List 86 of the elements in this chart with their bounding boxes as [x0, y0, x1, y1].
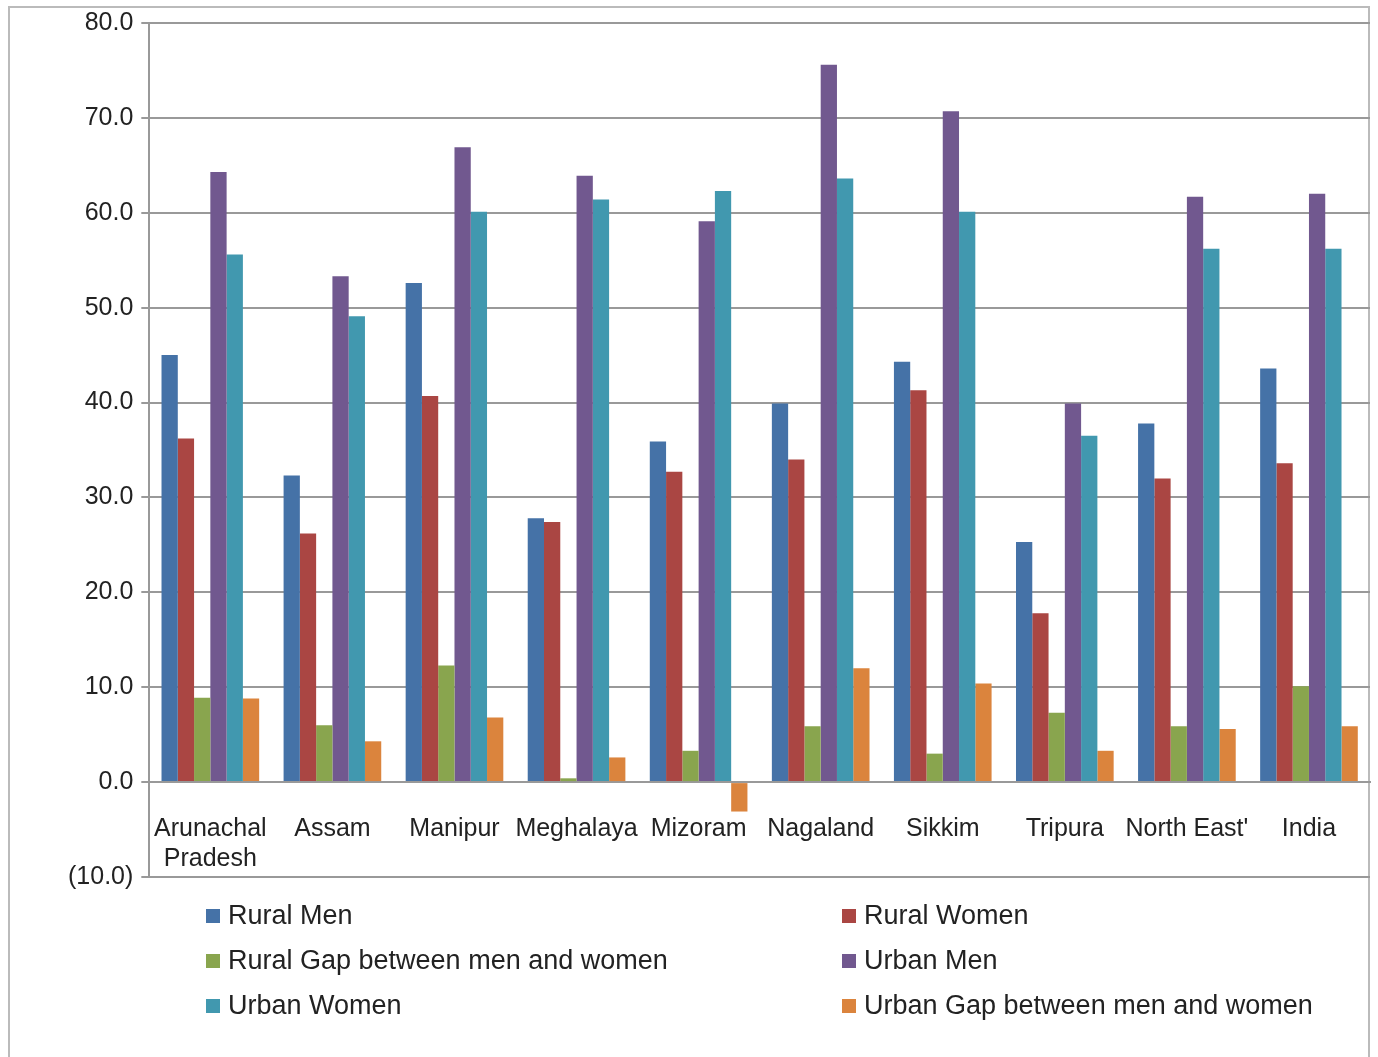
bar — [177, 438, 195, 782]
bar — [609, 757, 626, 782]
bar — [470, 211, 488, 782]
bar — [194, 697, 211, 782]
bar — [1154, 478, 1171, 782]
y-tick-label: 70.0 — [84, 101, 134, 130]
legend-label: Rural Men — [228, 900, 353, 931]
bar — [592, 199, 610, 782]
x-tick-label: Sikkim — [905, 813, 980, 841]
bar — [1325, 248, 1342, 782]
x-tick-label: Arunachal Pradesh — [154, 813, 267, 871]
bar — [1081, 435, 1098, 782]
bar — [714, 190, 732, 782]
y-tick-label: 10.0 — [84, 671, 134, 700]
bar — [698, 221, 715, 782]
bar — [1219, 728, 1236, 782]
x-tick-label: Nagaland — [767, 813, 875, 841]
bar — [1276, 463, 1293, 782]
bar — [1097, 750, 1114, 782]
legend-label: Rural Gap between men and women — [228, 945, 668, 976]
x-tick-label: Tripura — [1025, 813, 1105, 841]
bar — [438, 665, 455, 782]
bar — [210, 171, 227, 782]
bar — [487, 717, 504, 782]
y-tick-label: 0.0 — [98, 766, 134, 794]
x-tick-label: North East' — [1125, 813, 1249, 841]
bar — [893, 361, 911, 782]
bar — [1292, 686, 1309, 782]
bar — [364, 741, 382, 782]
bar — [1064, 403, 1082, 782]
bar — [1048, 712, 1065, 782]
bar — [926, 753, 943, 782]
bar — [1138, 423, 1155, 782]
bar — [910, 390, 927, 782]
y-tick-label: 50.0 — [84, 291, 134, 320]
bar — [544, 522, 561, 782]
legend-label: Urban Gap between men and women — [864, 990, 1313, 1021]
y-tick-label: 20.0 — [84, 576, 134, 605]
bar — [788, 459, 805, 782]
x-tick-label: Manipur — [409, 813, 500, 841]
bar — [161, 355, 178, 782]
legend-label: Urban Women — [228, 990, 402, 1021]
bar — [836, 178, 854, 782]
bar — [959, 211, 976, 782]
bar — [804, 726, 821, 782]
bar — [1341, 726, 1358, 782]
y-tick-label: 30.0 — [84, 481, 134, 510]
bar — [853, 668, 870, 782]
bar — [316, 725, 333, 782]
bar — [1308, 193, 1326, 782]
y-tick-label: 80.0 — [84, 6, 134, 35]
bar — [283, 475, 300, 782]
bar — [226, 254, 243, 782]
bar — [666, 471, 683, 782]
bar — [242, 698, 260, 782]
bar — [649, 441, 667, 782]
bar — [421, 395, 439, 782]
bar — [454, 147, 471, 782]
bar — [682, 750, 699, 782]
x-tick-label: Meghalaya — [515, 813, 638, 841]
bar — [1032, 613, 1049, 782]
legend-label: Urban Men — [864, 945, 998, 976]
y-tick-label: 60.0 — [84, 196, 134, 225]
bar — [1016, 542, 1033, 782]
bar — [299, 533, 317, 782]
bar — [527, 518, 544, 782]
y-tick-label: 40.0 — [84, 386, 134, 415]
bar — [1203, 248, 1220, 782]
bar — [942, 111, 960, 782]
x-tick-label: India — [1281, 813, 1337, 841]
bar — [771, 403, 789, 782]
bar — [1170, 726, 1187, 782]
y-tick-label: (10.0) — [68, 860, 134, 889]
bar — [975, 683, 992, 782]
bar — [820, 64, 837, 782]
bar — [332, 276, 349, 782]
bar — [1186, 196, 1204, 782]
legend-label: Rural Women — [864, 900, 1029, 931]
bar — [560, 778, 577, 782]
x-tick-label: Mizoram — [650, 813, 747, 841]
bar — [348, 316, 365, 782]
bar — [576, 175, 593, 782]
x-tick-label: Assam — [294, 813, 371, 841]
bar — [1260, 368, 1277, 782]
bar — [731, 783, 748, 812]
bar — [405, 283, 422, 782]
